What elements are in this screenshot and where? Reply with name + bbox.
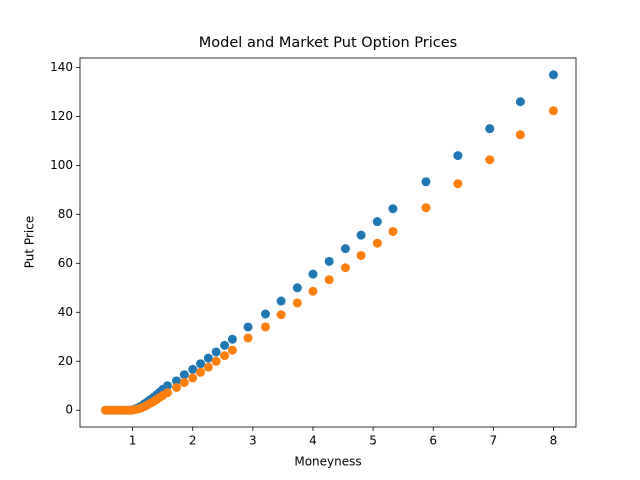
point — [243, 322, 253, 332]
x-tick-label: 1 — [129, 434, 137, 448]
point — [453, 151, 463, 161]
point — [308, 286, 318, 296]
point — [196, 359, 206, 369]
point — [220, 340, 230, 350]
point — [340, 263, 350, 273]
chart-title: Model and Market Put Option Prices — [199, 35, 457, 51]
point — [260, 309, 270, 319]
point — [292, 283, 302, 293]
point — [211, 356, 221, 366]
x-tick-label: 2 — [189, 434, 197, 448]
plot-frame — [79, 57, 577, 428]
point — [340, 244, 350, 254]
point — [179, 378, 189, 388]
point — [421, 177, 431, 187]
point — [388, 226, 398, 236]
point — [203, 353, 213, 363]
y-tick-label: 80 — [58, 207, 73, 221]
point — [188, 373, 198, 383]
point — [243, 333, 253, 343]
point — [485, 124, 495, 134]
x-tick-label: 6 — [429, 434, 437, 448]
x-tick-label: 7 — [490, 434, 498, 448]
y-tick-label: 100 — [50, 158, 73, 172]
point — [372, 238, 382, 248]
y-tick-label: 120 — [50, 109, 73, 123]
point — [324, 275, 334, 285]
point — [220, 351, 230, 361]
y-tick-label: 60 — [58, 256, 73, 270]
point — [162, 381, 172, 391]
point — [179, 370, 189, 380]
point — [356, 250, 366, 260]
point — [292, 298, 302, 308]
point — [203, 362, 213, 372]
point — [188, 364, 198, 374]
point — [372, 217, 382, 227]
point — [548, 106, 558, 116]
point — [162, 388, 172, 398]
point — [356, 230, 366, 240]
y-tick-label: 140 — [50, 60, 73, 74]
point — [211, 347, 221, 357]
point — [227, 334, 237, 344]
point — [388, 204, 398, 214]
point — [171, 376, 181, 386]
y-tick-label: 40 — [58, 305, 73, 319]
point — [453, 179, 463, 189]
y-tick-label: 0 — [65, 403, 73, 417]
point — [485, 155, 495, 165]
point — [308, 269, 318, 279]
point — [515, 97, 525, 107]
x-tick-label: 3 — [249, 434, 257, 448]
point — [421, 203, 431, 213]
point — [548, 70, 558, 80]
point — [260, 322, 270, 332]
x-axis-label: Moneyness — [294, 455, 361, 469]
point — [171, 382, 181, 392]
point — [276, 296, 286, 306]
point — [515, 130, 525, 140]
point — [227, 345, 237, 355]
y-axis-label: Put Price — [23, 216, 37, 268]
y-tick-label: 20 — [58, 354, 73, 368]
x-tick-label: 4 — [309, 434, 317, 448]
x-tick-label: 5 — [369, 434, 377, 448]
point — [324, 256, 334, 266]
point — [276, 310, 286, 320]
point — [196, 367, 206, 377]
x-tick-label: 8 — [550, 434, 558, 448]
